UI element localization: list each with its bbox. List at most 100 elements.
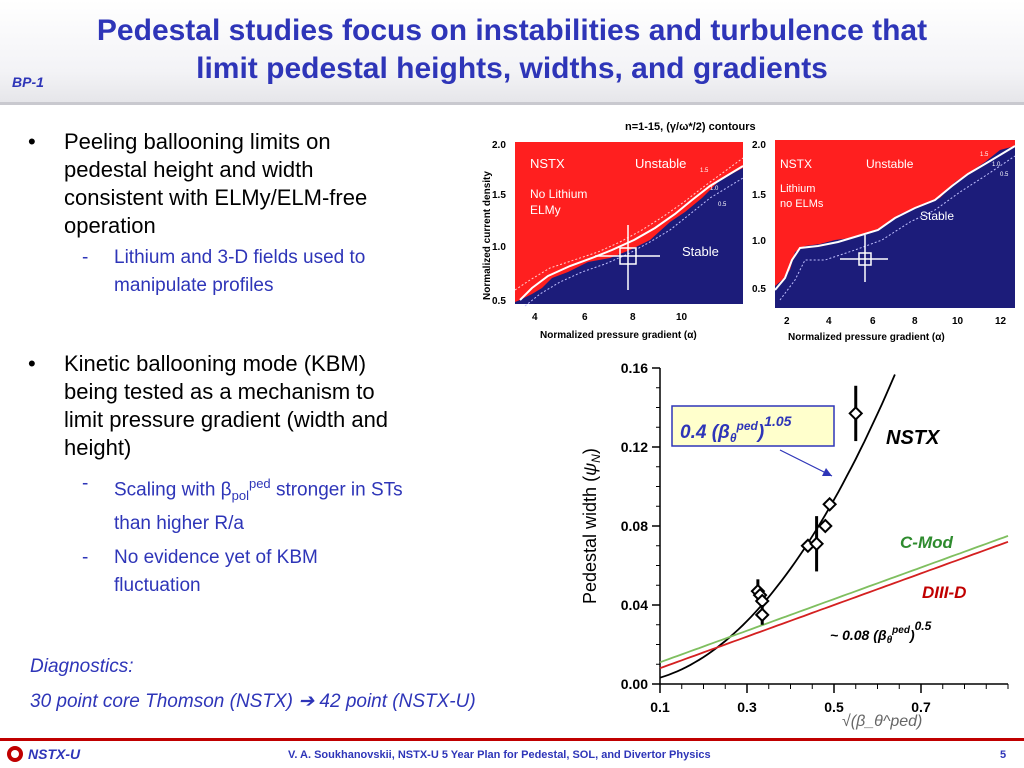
bullet-dot-icon: • [28,351,36,376]
diagnostics-text: 30 point core Thomson (NSTX) ➔ 42 point … [30,691,476,712]
chart-points [750,385,864,625]
contour-panel-right: 1.5 1.0 0.5 NSTX Lithium no ELMs Unstabl… [752,140,1016,343]
diagnostics-label: Diagnostics: [30,656,134,677]
data-point [848,406,864,421]
slide-title: Pedestal studies focus on instabilities … [0,12,1024,88]
footer-text: V. A. Soukhanovskii, NSTX-U 5 Year Plan … [288,749,711,761]
contour-xlabel: Normalized pressure gradient (α) [540,330,697,341]
slide-title-line2: limit pedestal heights, widths, and grad… [196,52,828,85]
formula-box: 0.4 (βθped)1.05 [671,405,835,477]
contour-label: 0.5 [718,202,727,208]
unstable-label: Unstable [866,157,914,171]
tick-label: 0.5 [752,284,766,295]
unstable-region [515,142,743,302]
subbullet-line: Lithium and 3-D fields used to [114,247,366,268]
tick-label: 0.5 [492,296,506,307]
bullet-line: pedestal height and width [64,157,314,182]
dash-icon: - [82,247,89,268]
unstable-region [775,140,1015,286]
stable-label: Stable [920,209,954,223]
tick-label: 4 [826,316,832,327]
y-tick-label: 0.16 [621,360,648,376]
contour-xlabel: Normalized pressure gradient (α) [788,332,945,343]
low-formula-text: ~ 0.08 (βθped)0.5 [830,619,932,646]
beta-symbol: β [220,479,232,501]
bullet-line: limit pressure gradient (width and [64,407,389,432]
contour-condition: No Lithium [530,187,587,201]
bullet-dot-icon: • [28,129,36,154]
tick-label: 2.0 [492,140,506,151]
tick-label: 2.0 [752,140,766,151]
curve-diii-d [659,540,1009,670]
chart-ylabel: Pedestal width (ψN) [580,448,603,604]
tick-label: 12 [995,316,1007,327]
stable-label: Stable [682,244,719,259]
tick-label: 10 [676,312,688,323]
x-tick-label: 0.7 [911,699,931,715]
cmod-series-label: C-Mod [900,533,953,552]
tick-label: 1.0 [492,242,506,253]
contour-label: 1.0 [710,186,719,192]
contour-label: 1.5 [700,168,709,174]
scaling-pre: Scaling with [114,479,221,501]
bullet-line: height) [64,435,132,460]
contour-figure: n=1-15, (γ/ω*/2) contours Normalized cur… [470,110,1020,350]
x-tick-label: 0.1 [650,699,670,715]
contour-machine-label: NSTX [780,157,812,171]
subbullet-lithium: - Lithium and 3-D fields used to manipul… [22,244,492,300]
contour-condition: ELMy [530,203,561,217]
y-tick-label: 0.08 [621,518,648,534]
bullet-line: operation [64,213,156,238]
footer-line [0,738,1024,741]
page-number: 5 [1000,749,1007,761]
scaling-post: stronger in STs [270,479,403,501]
subbullet-line: Scaling with βpolped stronger in STs [114,470,492,510]
contour-line [519,165,744,301]
data-point [754,607,770,623]
beta-subscript: pol [231,488,249,504]
subbullet-line: fluctuation [114,575,201,597]
data-point [817,518,833,534]
contour-condition: Lithium [780,183,815,195]
data-point [822,496,838,512]
bullet-line: Kinetic ballooning mode (KBM) [64,351,367,376]
contour-ylabel: Normalized current density [482,171,493,300]
tick-label: 6 [582,312,588,323]
beta-superscript: ped [248,476,271,491]
tick-label: 8 [630,312,636,323]
pedestal-width-chart: 0.00 0.04 0.08 0.12 0.16 0.1 0.3 0.5 0.7 Pedesta… [580,360,1009,730]
x-tick-label: 0.5 [824,699,844,715]
curve-c-mod [659,535,1009,664]
tick-label: 1.5 [492,190,506,201]
subbullet-line: manipulate profiles [114,275,274,296]
unstable-label: Unstable [635,156,686,171]
contour-label: 1.0 [992,162,1001,168]
chart-axes: 0.00 0.04 0.08 0.12 0.16 0.1 0.3 0.5 0.7 [621,360,1009,715]
subbullet-no-evidence: - No evidence yet of KBM fluctuation [22,544,492,600]
subbullet-line: than higher R/a [114,513,244,535]
arrow-head-icon [822,468,832,476]
logo-text: NSTX-U [28,746,81,762]
x-tick-label: 0.3 [737,699,757,715]
contour-condition: no ELMs [780,198,824,210]
tick-label: 6 [870,316,876,327]
footer-logo: NSTX-U [6,745,80,763]
diiid-series-label: DIII-D [922,583,966,602]
curve-nstx [659,374,896,679]
formula-arrow [779,449,833,477]
bullet-line: consistent with ELMy/ELM-free [64,185,368,210]
formula-text: 0.4 (βθped)1.05 [680,413,792,445]
bullet-line: Peeling ballooning limits on [64,129,331,154]
section-tag: BP-1 [12,74,44,90]
tick-label: 1.0 [752,236,766,247]
title-bar [0,0,1024,105]
dash-icon: - [82,547,89,569]
y-tick-label: 0.00 [621,676,648,692]
y-tick-label: 0.12 [621,439,648,455]
contour-machine-label: NSTX [530,156,565,171]
contour-panel-left: 1.5 1.0 0.5 NSTX No Lithium ELMy Unstabl… [492,140,744,341]
dash-icon: - [82,473,89,494]
y-tick-label: 0.04 [621,597,648,613]
tick-label: 10 [952,316,964,327]
operating-point-marker [858,252,872,266]
